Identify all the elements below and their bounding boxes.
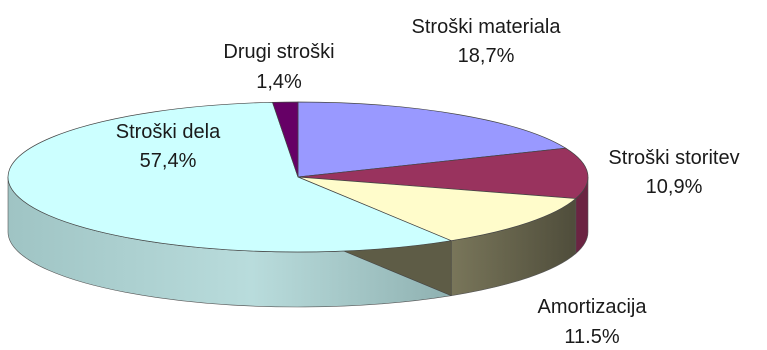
category-label: Stroški storitev	[608, 147, 739, 169]
slice-stroski-dela	[7, 101, 453, 253]
slice-drugi-stroski	[272, 101, 299, 178]
value-label: 10,9%	[646, 176, 703, 198]
value-label: 11.5%	[564, 326, 619, 348]
category-label: Amortizacija	[538, 296, 648, 318]
value-label: 1,4%	[256, 71, 302, 93]
category-label: Drugi stroški	[223, 41, 334, 63]
slice-label-stroski-materiala: Stroški materiala 18,7%	[412, 16, 562, 67]
slice-stroski-storitev	[297, 147, 589, 199]
slice-label-amortizacija: Amortizacija 11.5%	[538, 296, 648, 348]
category-label: Stroški materiala	[412, 16, 562, 38]
category-label: Stroški dela	[116, 121, 221, 143]
slice-label-stroski-storitev: Stroški storitev 10,9%	[608, 147, 739, 198]
slice-amortizacija	[297, 176, 577, 242]
slice-label-drugi-stroski: Drugi stroški 1,4%	[223, 41, 334, 93]
slice-label-stroski-dela: Stroški dela 57,4%	[116, 121, 221, 172]
value-label: 57,4%	[140, 150, 197, 172]
pie-slices	[7, 101, 589, 253]
slice-stroski-materiala	[297, 101, 567, 178]
value-label: 18,7%	[458, 45, 515, 67]
